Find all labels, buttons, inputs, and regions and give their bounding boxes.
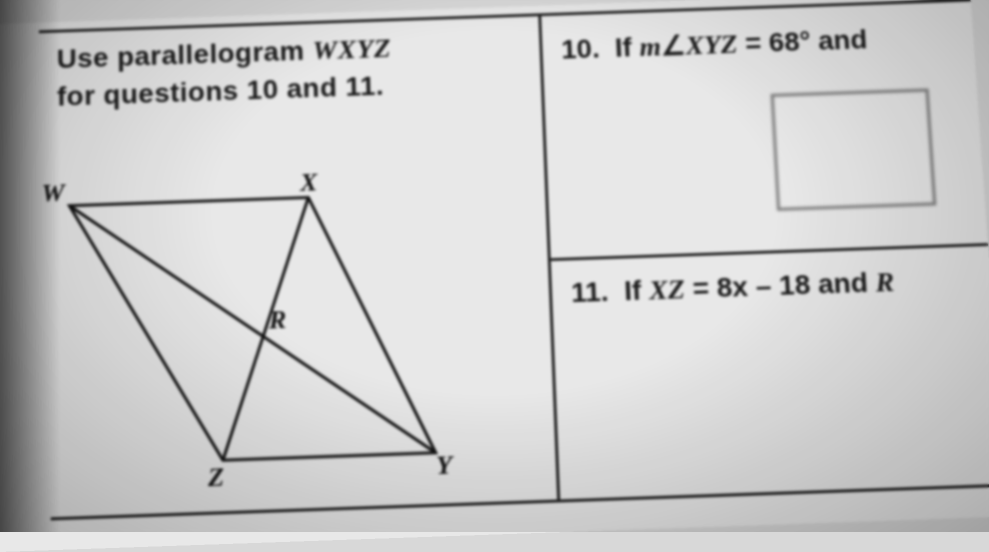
question-11: 11. If XZ = 8x – 18 and R [571, 263, 987, 310]
vertex-label-x: X [300, 168, 318, 198]
rule-mid-right [551, 243, 988, 261]
parallelogram-svg [49, 172, 487, 507]
parallelogram-diagram: W X Y Z R [49, 172, 487, 507]
answer-box-q10 [771, 89, 937, 211]
vertex-label-y: Y [436, 450, 453, 481]
q11-seg: XZ [648, 274, 685, 306]
angle-icon: ∠ [660, 30, 686, 61]
left-cell: Use parallelogram WXYZ for questions 10 … [57, 25, 532, 115]
vertex-label-w: W [41, 178, 64, 208]
q11-pre: If [623, 275, 649, 307]
q11-eq: = 8x – 18 and [684, 267, 876, 304]
q10-number: 10. [561, 33, 601, 64]
question-10: 10. If m∠XYZ = 68° and [561, 20, 965, 66]
prompt-wxyz: WXYZ [312, 34, 391, 66]
prompt-line1: Use parallelogram [57, 35, 313, 73]
q10-eq: = 68° and [737, 24, 868, 58]
q11-number: 11. [571, 276, 610, 308]
q10-pre: If [614, 32, 640, 63]
worksheet-page: Use parallelogram WXYZ for questions 10 … [0, 0, 989, 552]
diagonal-xz [219, 197, 314, 460]
q10-m: m [639, 32, 662, 62]
center-label-r: R [269, 305, 287, 336]
prompt-line2: for questions 10 and 11. [57, 70, 384, 111]
q11-tail: R [875, 267, 896, 298]
prompt-text: Use parallelogram WXYZ for questions 10 … [57, 25, 532, 115]
q10-angle-name: XYZ [685, 30, 739, 62]
vertex-label-z: Z [208, 462, 225, 493]
diagonal-wy [69, 193, 435, 465]
